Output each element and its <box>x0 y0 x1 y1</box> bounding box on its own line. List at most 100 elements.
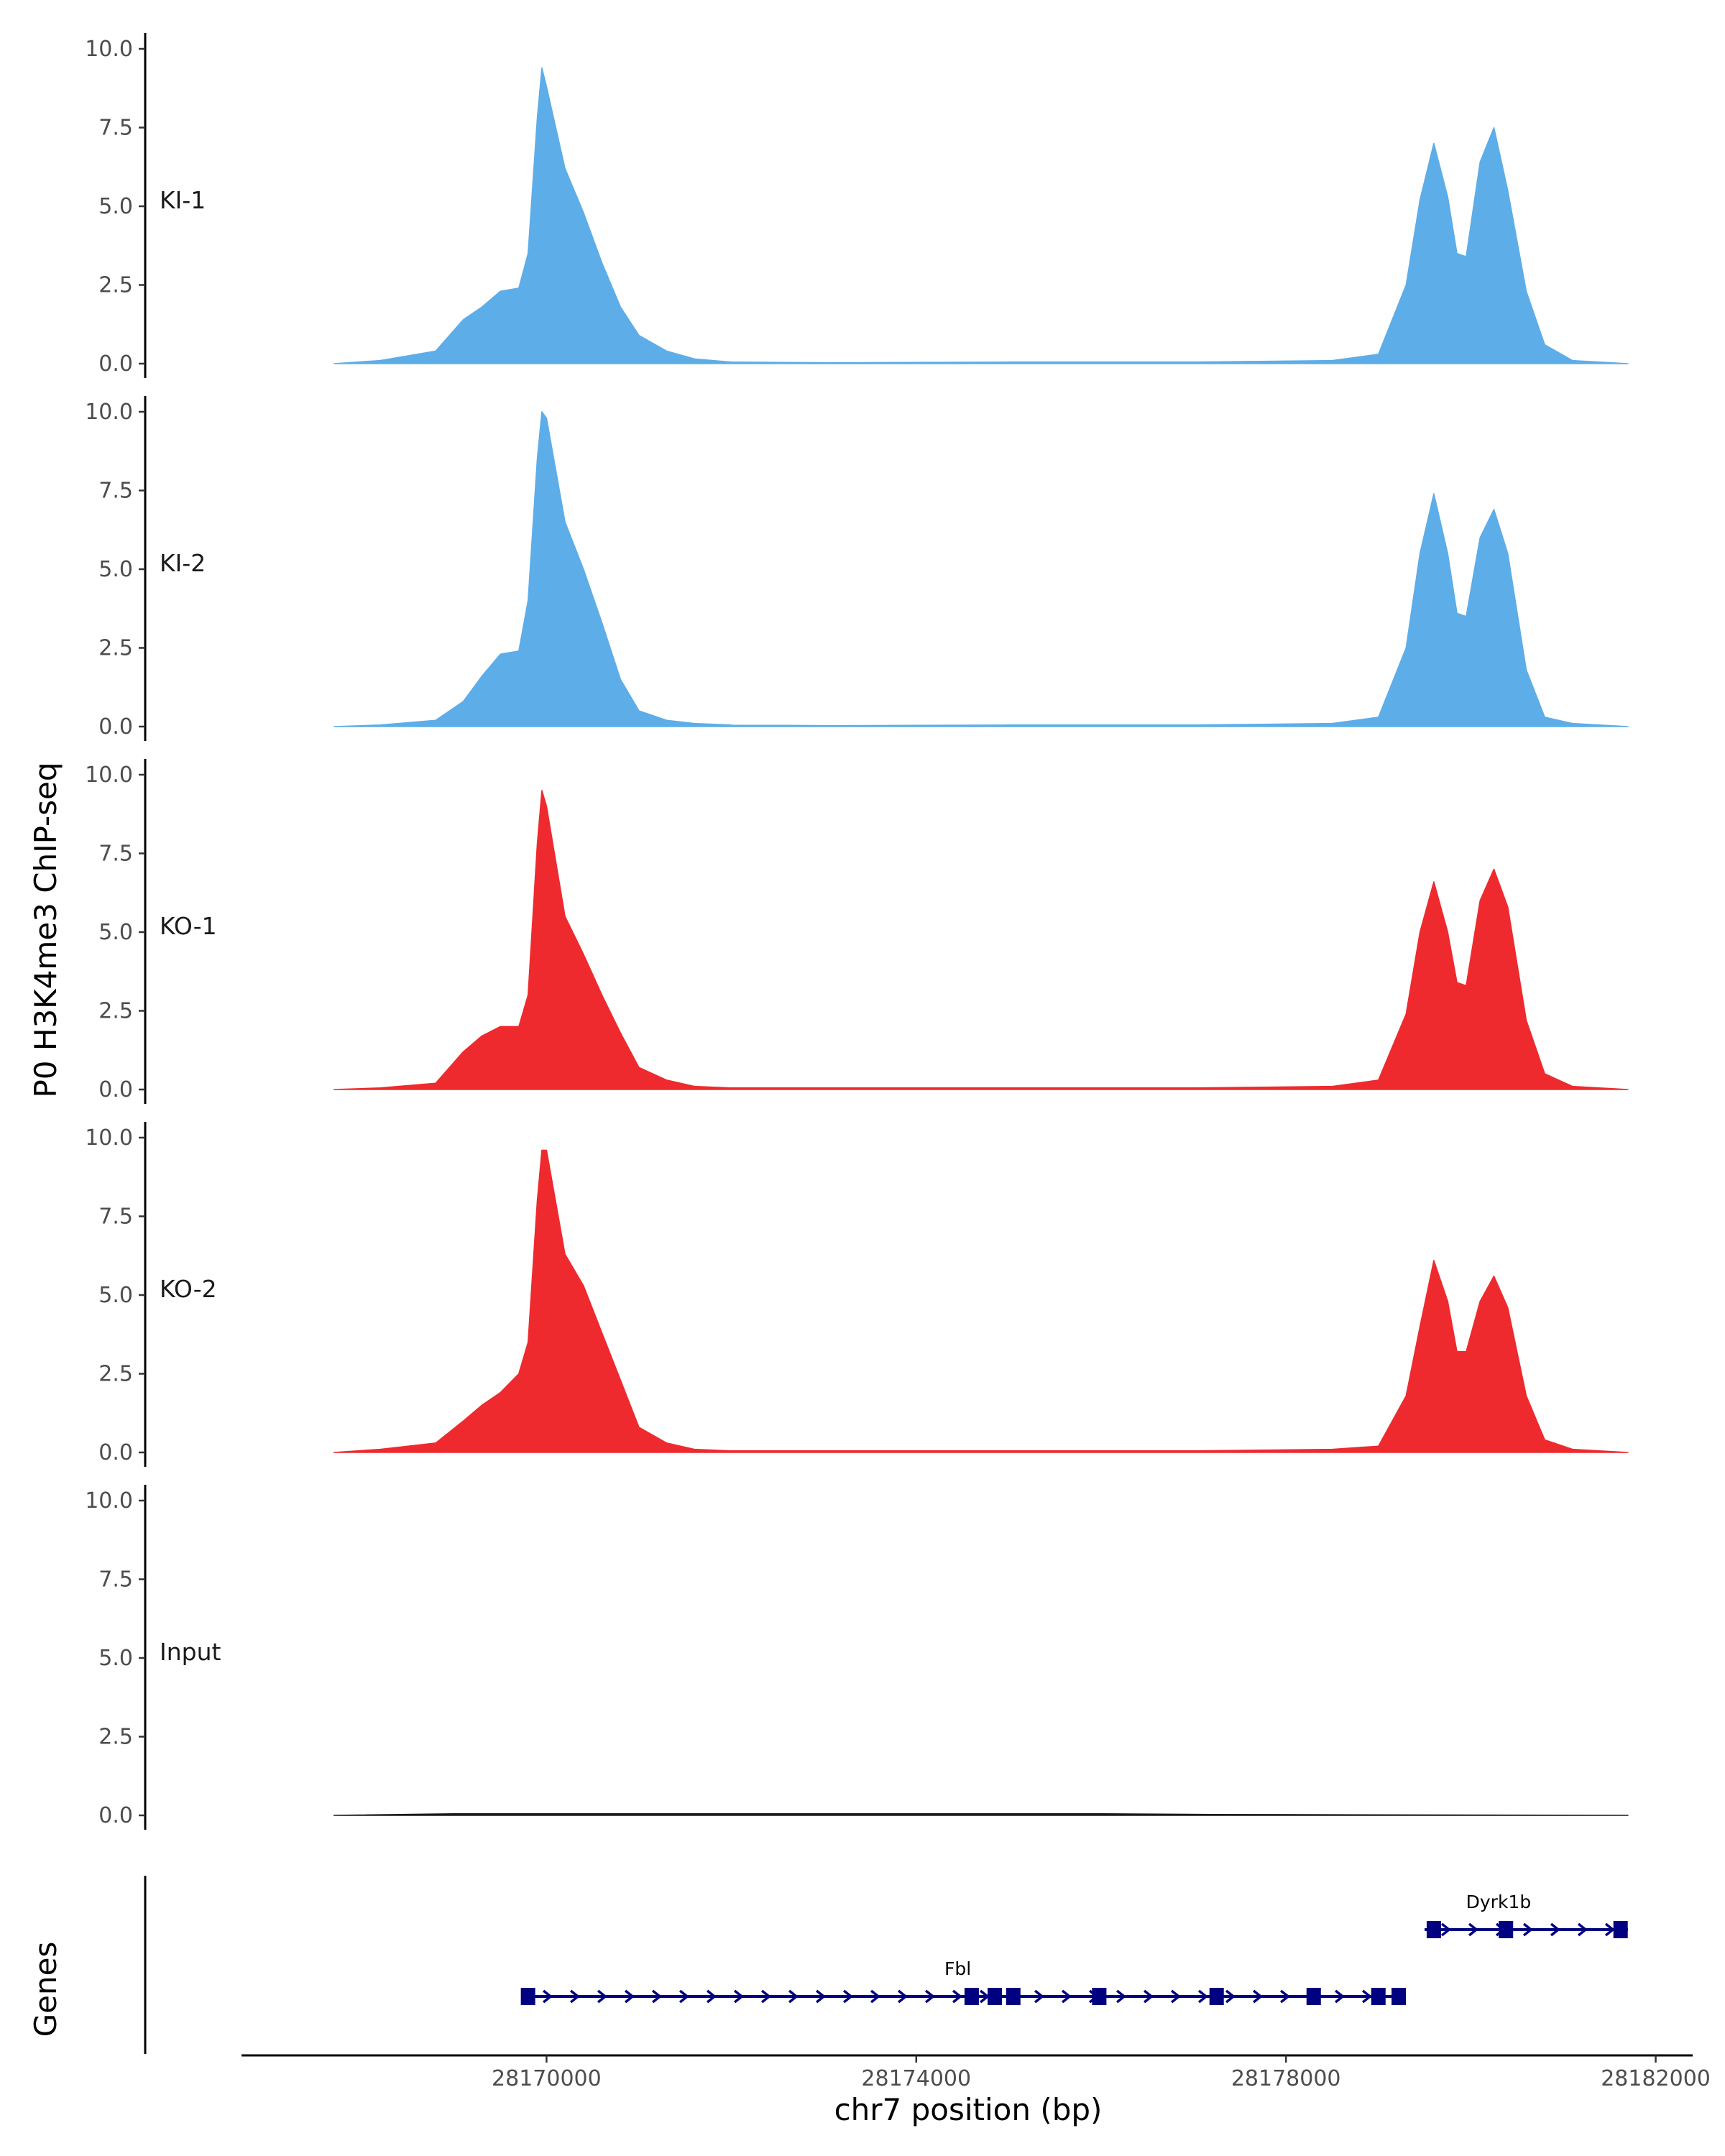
strand-arrow <box>1550 1922 1560 1937</box>
y-tick-label: 7.5 <box>98 1204 133 1230</box>
y-tick-label: 2.5 <box>98 273 133 298</box>
track-input: 0.0 2.5 5.0 7.5 10.0 Input <box>85 1485 1629 1830</box>
y-tick-label: 2.5 <box>98 1362 133 1387</box>
track-label: KO-2 <box>160 1275 217 1303</box>
gene-dyrk1b: Dyrk1b <box>1425 1892 1628 1938</box>
strand-arrow <box>1225 1989 1236 2004</box>
y-tick-label: 0.0 <box>98 351 133 377</box>
exon <box>1092 1988 1107 2005</box>
y-tick-label: 10.0 <box>85 400 133 425</box>
y-axis-title: P0 H3K4me3 ChIP-seq <box>28 762 63 1097</box>
y-tick-label: 0.0 <box>98 1803 133 1828</box>
strand-arrow <box>815 1989 826 2004</box>
y-tick-label: 10.0 <box>85 1488 133 1514</box>
track-ko-2: 0.0 2.5 5.0 7.5 10.0 KO-2 <box>85 1122 1629 1467</box>
coverage-area-ko-2 <box>333 1149 1629 1453</box>
strand-arrow <box>624 1989 635 2004</box>
y-tick-label: 7.5 <box>98 842 133 867</box>
track-label: Input <box>160 1638 221 1666</box>
coverage-area-ki-2 <box>333 411 1629 727</box>
y-tick-label: 7.5 <box>98 479 133 504</box>
strand-arrow <box>1170 1989 1181 2004</box>
y-tick-label: 5.0 <box>98 1646 133 1671</box>
strand-arrow <box>597 1989 607 2004</box>
exon <box>1006 1988 1021 2005</box>
y-tick-label: 5.0 <box>98 194 133 219</box>
strand-arrow <box>924 1989 935 2004</box>
y-tick-label: 5.0 <box>98 920 133 945</box>
track-ki-2: 0.0 2.5 5.0 7.5 10.0 KI-2 <box>85 396 1629 741</box>
strand-arrow <box>1252 1989 1263 2004</box>
strand-arrow <box>1116 1989 1126 2004</box>
x-axis-title: chr7 position (bp) <box>834 2092 1103 2127</box>
track-label: KI-1 <box>160 186 206 214</box>
y-tick-label: 10.0 <box>85 763 133 788</box>
coverage-area-ki-1 <box>333 67 1629 364</box>
x-tick-label: 28178000 <box>1231 2066 1341 2091</box>
strand-arrow <box>760 1989 771 2004</box>
strand-arrow <box>542 1989 553 2004</box>
y-tick-label: 10.0 <box>85 37 133 62</box>
y-tick-label: 5.0 <box>98 1283 133 1308</box>
strand-arrow <box>842 1989 853 2004</box>
y-tick-label: 10.0 <box>85 1125 133 1151</box>
exon <box>1426 1921 1441 1938</box>
y-tick-label: 2.5 <box>98 1725 133 1750</box>
exon <box>520 1988 535 2005</box>
track-label: KO-1 <box>160 912 217 940</box>
x-tick-label: 28174000 <box>861 2066 971 2091</box>
strand-arrow <box>1522 1922 1533 1937</box>
y-tick-label: 2.5 <box>98 999 133 1024</box>
strand-arrow <box>1468 1922 1478 1937</box>
y-tick-label: 2.5 <box>98 636 133 661</box>
strand-arrow <box>1440 1922 1451 1937</box>
track-label: KI-2 <box>160 549 206 577</box>
x-tick-label: 28170000 <box>492 2066 602 2091</box>
x-tick-label: 28182000 <box>1601 2066 1711 2091</box>
strand-arrow <box>1279 1989 1290 2004</box>
strand-arrow <box>569 1989 580 2004</box>
exon <box>1371 1988 1386 2005</box>
exon <box>1613 1921 1628 1938</box>
track-ko-1: 0.0 2.5 5.0 7.5 10.0 KO-1 <box>85 759 1629 1104</box>
strand-arrow <box>1061 1989 1072 2004</box>
strand-arrow <box>651 1989 662 2004</box>
strand-arrow <box>952 1989 962 2004</box>
strand-arrow <box>788 1989 799 2004</box>
strand-arrow <box>1197 1989 1208 2004</box>
strand-arrow <box>897 1989 908 2004</box>
exon <box>1392 1988 1407 2005</box>
coverage-area-ko-1 <box>333 790 1629 1090</box>
strand-arrow <box>706 1989 717 2004</box>
strand-arrow <box>733 1989 744 2004</box>
y-tick-label: 7.5 <box>98 1567 133 1593</box>
x-axis: 28170000 28174000 28178000 28182000 <box>242 2054 1711 2091</box>
gene-track-group: Fbl Dyrk1b <box>144 1876 1628 2054</box>
gene-fbl: Fbl <box>520 1958 1407 2005</box>
exon <box>1499 1921 1514 1938</box>
gene-label: Fbl <box>944 1958 971 1979</box>
strand-arrow <box>1604 1922 1615 1937</box>
strand-arrow <box>1334 1989 1345 2004</box>
coverage-area-input <box>333 1813 1629 1816</box>
strand-arrow <box>1143 1989 1154 2004</box>
y-tick-label: 0.0 <box>98 714 133 740</box>
strand-arrow <box>870 1989 880 2004</box>
y-tick-label: 7.5 <box>98 116 133 141</box>
genes-axis-title: Genes <box>28 1942 63 2037</box>
y-tick-label: 5.0 <box>98 557 133 582</box>
gene-label: Dyrk1b <box>1466 1892 1532 1912</box>
strand-arrow <box>1577 1922 1588 1937</box>
exon <box>1209 1988 1224 2005</box>
exon <box>964 1988 979 2005</box>
strand-arrow <box>678 1989 689 2004</box>
tracks-group: 0.0 2.5 5.0 7.5 10.0 KI-1 0.0 2.5 5.0 7.5 10.0 KI-2… <box>85 33 1629 1830</box>
exon <box>1306 1988 1321 2005</box>
exon <box>988 1988 1003 2005</box>
track-ki-1: 0.0 2.5 5.0 7.5 10.0 KI-1 <box>85 33 1629 378</box>
strand-arrow <box>1361 1989 1372 2004</box>
strand-arrow <box>1034 1989 1044 2004</box>
y-tick-label: 0.0 <box>98 1440 133 1465</box>
y-tick-label: 0.0 <box>98 1077 133 1102</box>
